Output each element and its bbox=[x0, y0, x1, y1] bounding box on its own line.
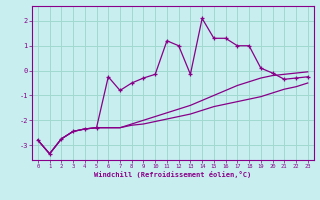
X-axis label: Windchill (Refroidissement éolien,°C): Windchill (Refroidissement éolien,°C) bbox=[94, 171, 252, 178]
